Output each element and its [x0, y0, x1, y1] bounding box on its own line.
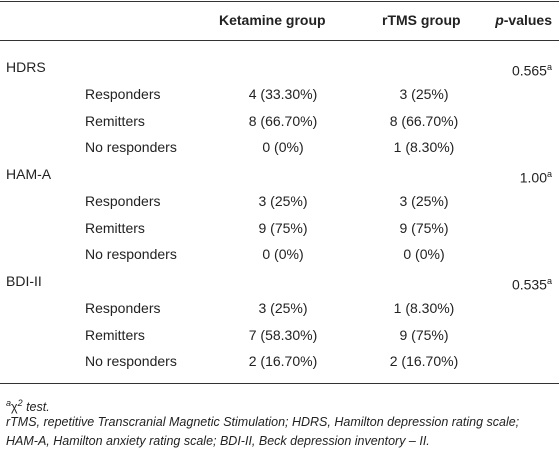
ketamine-cell: 3 (25%) [258, 299, 308, 316]
column-header: rTMS group [382, 12, 461, 28]
note-power: 2 [17, 398, 23, 408]
ketamine-cell: 2 (16.70%) [248, 353, 318, 370]
ketamine-cell: 7 (58.30%) [248, 326, 318, 343]
row-label: No responders [85, 246, 177, 263]
row-label: Remitters [85, 112, 145, 129]
note-marker: a [6, 398, 12, 408]
rtms-cell: 2 (16.70%) [389, 353, 459, 370]
p-italic: p [495, 12, 504, 28]
header-rule [0, 40, 559, 41]
row-label: Remitters [85, 219, 145, 236]
p-rest: -values [503, 12, 552, 28]
ketamine-cell: 0 (0%) [262, 139, 304, 156]
note-symbol: χ [11, 400, 18, 415]
p-value: 0.565a [512, 58, 552, 80]
column-header: p-values [495, 11, 552, 29]
rtms-cell: 3 (25%) [399, 85, 449, 102]
group-label: BDI-II [6, 273, 42, 289]
p-value-note: a [546, 276, 552, 286]
p-value: 0.535a [512, 272, 552, 294]
ketamine-cell: 0 (0%) [262, 246, 304, 263]
ketamine-cell: 8 (66.70%) [248, 112, 318, 129]
row-label: Responders [85, 85, 161, 102]
rtms-cell: 8 (66.70%) [389, 112, 459, 129]
rtms-cell: 3 (25%) [399, 192, 449, 209]
rtms-cell: 9 (75%) [399, 326, 449, 343]
ketamine-cell: 3 (25%) [258, 192, 308, 209]
row-label: Responders [85, 299, 161, 316]
p-value-text: 1.00 [519, 169, 547, 186]
rtms-cell: 0 (0%) [403, 246, 445, 263]
bottom-rule [0, 383, 559, 384]
rtms-cell: 1 (8.30%) [393, 299, 455, 316]
top-rule [0, 1, 559, 2]
group-label: HAM-A [6, 166, 52, 182]
column-header: Ketamine group [219, 12, 326, 28]
p-value-text: 0.535 [511, 276, 547, 293]
row-label: Responders [85, 192, 161, 209]
row-label: No responders [85, 139, 177, 156]
p-value-note: a [546, 169, 552, 179]
note-text: test. [26, 400, 50, 415]
row-label: No responders [85, 353, 177, 370]
group-label: HDRS [6, 59, 46, 75]
p-value-text: 0.565 [511, 62, 547, 79]
row-label: Remitters [85, 326, 145, 343]
test-note: aχ2 test. [6, 393, 50, 417]
ketamine-cell: 9 (75%) [258, 219, 308, 236]
ketamine-cell: 4 (33.30%) [248, 85, 318, 102]
p-value: 1.00a [520, 165, 552, 187]
rtms-cell: 1 (8.30%) [393, 139, 455, 156]
p-value-note: a [546, 62, 552, 72]
abbreviations: rTMS, repetitive Transcranial Magnetic S… [6, 415, 520, 448]
rtms-cell: 9 (75%) [399, 219, 449, 236]
